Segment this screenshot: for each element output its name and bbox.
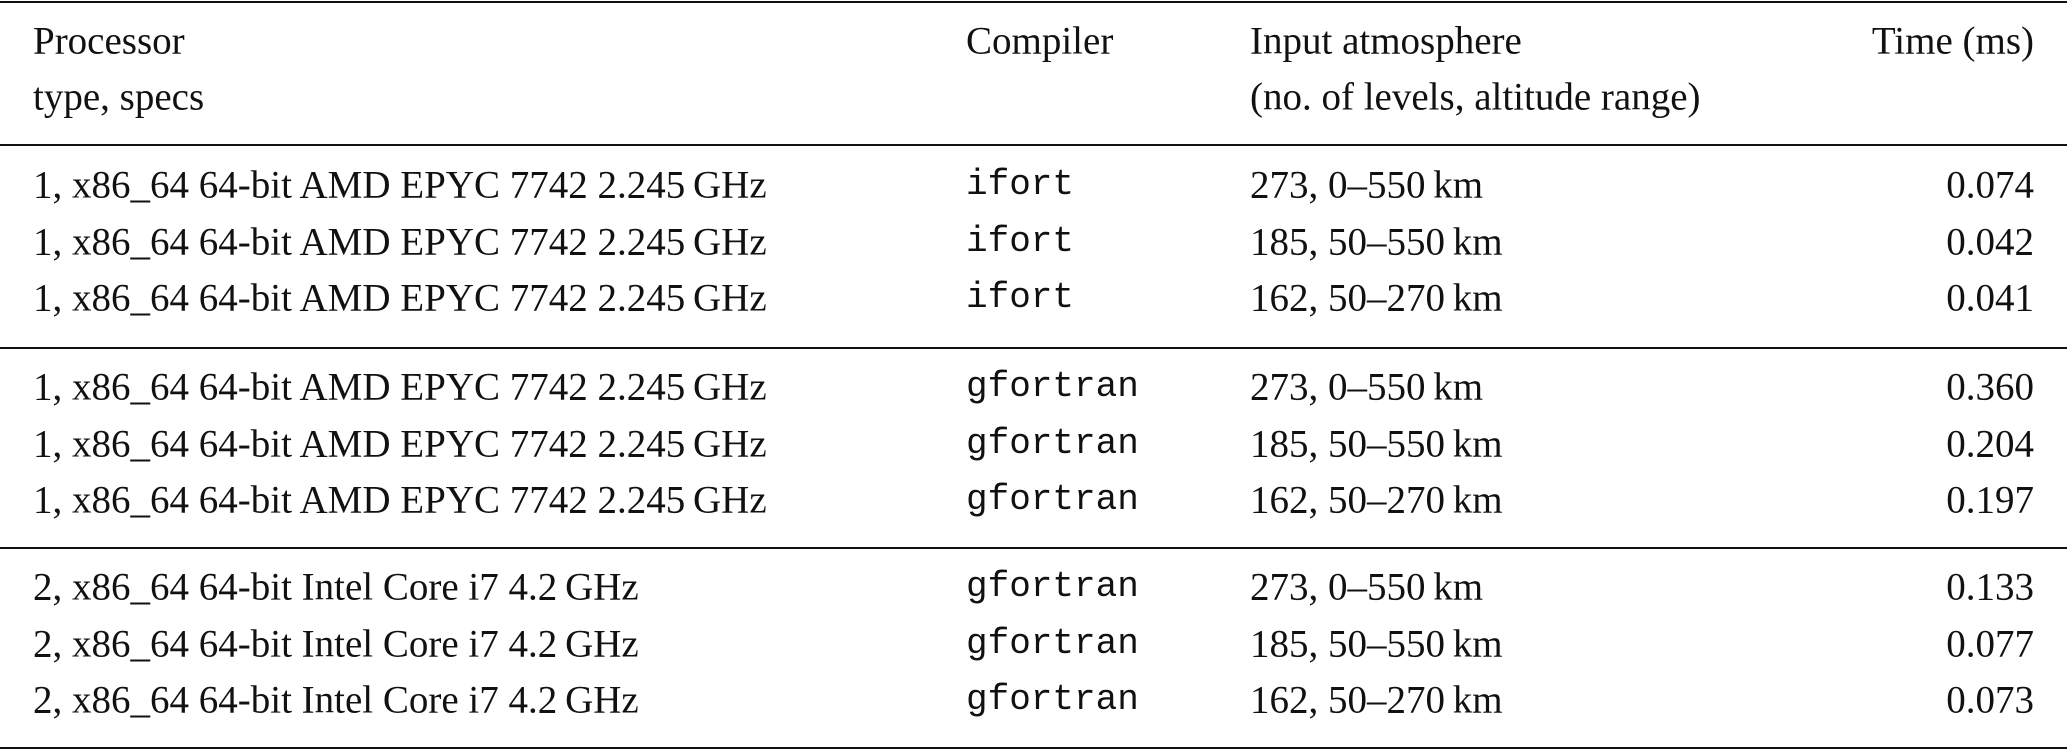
compiler-cell: ifort — [966, 220, 1075, 262]
time-cell: 0.042 — [1946, 220, 2034, 264]
time-cell: 0.074 — [1946, 163, 2034, 207]
processor-cell: 1, x86_64 64-bit AMD EPYC 7742 2.245 GHz — [33, 365, 767, 409]
atmosphere-cell: 273, 0–550 km — [1250, 163, 1484, 207]
compiler-cell: gfortran — [966, 679, 1139, 721]
compiler-cell: gfortran — [966, 366, 1139, 408]
compiler-cell: gfortran — [966, 622, 1139, 664]
table-rule — [0, 1, 2067, 3]
table-rule — [0, 347, 2067, 349]
time-cell: 0.133 — [1946, 565, 2034, 609]
processor-cell: 1, x86_64 64-bit AMD EPYC 7742 2.245 GHz — [33, 220, 767, 264]
processor-cell: 2, x86_64 64-bit Intel Core i7 4.2 GHz — [33, 678, 639, 722]
header-cell: Processor — [33, 19, 185, 63]
processor-cell: 1, x86_64 64-bit AMD EPYC 7742 2.245 GHz — [33, 276, 767, 320]
atmosphere-cell: 185, 50–550 km — [1250, 220, 1503, 264]
time-cell: 0.077 — [1946, 622, 2034, 666]
atmosphere-cell: 185, 50–550 km — [1250, 422, 1503, 466]
header-cell: Compiler — [966, 19, 1114, 63]
atmosphere-cell: 273, 0–550 km — [1250, 365, 1484, 409]
header-cell: Time (ms) — [1871, 19, 2034, 63]
time-cell: 0.204 — [1946, 422, 2034, 466]
atmosphere-cell: 162, 50–270 km — [1250, 478, 1503, 522]
processor-cell: 1, x86_64 64-bit AMD EPYC 7742 2.245 GHz — [33, 163, 767, 207]
processor-cell: 1, x86_64 64-bit AMD EPYC 7742 2.245 GHz — [33, 478, 767, 522]
time-cell: 0.041 — [1946, 276, 2034, 320]
header-cell: type, specs — [33, 75, 205, 119]
compiler-cell: ifort — [966, 164, 1075, 206]
table-rule — [0, 747, 2067, 749]
time-cell: 0.360 — [1946, 365, 2034, 409]
processor-cell: 2, x86_64 64-bit Intel Core i7 4.2 GHz — [33, 565, 639, 609]
header-cell: Input atmosphere — [1250, 19, 1522, 63]
atmosphere-cell: 162, 50–270 km — [1250, 276, 1503, 320]
time-cell: 0.197 — [1946, 478, 2034, 522]
atmosphere-cell: 162, 50–270 km — [1250, 678, 1503, 722]
time-cell: 0.073 — [1946, 678, 2034, 722]
compiler-cell: gfortran — [966, 479, 1139, 521]
atmosphere-cell: 273, 0–550 km — [1250, 565, 1484, 609]
table-rule — [0, 144, 2067, 146]
compiler-cell: gfortran — [966, 422, 1139, 464]
atmosphere-cell: 185, 50–550 km — [1250, 622, 1503, 666]
compiler-cell: ifort — [966, 277, 1075, 319]
compiler-cell: gfortran — [966, 566, 1139, 608]
processor-cell: 1, x86_64 64-bit AMD EPYC 7742 2.245 GHz — [33, 422, 767, 466]
processor-cell: 2, x86_64 64-bit Intel Core i7 4.2 GHz — [33, 622, 639, 666]
table-rule — [0, 547, 2067, 549]
header-cell: (no. of levels, altitude range) — [1250, 75, 1701, 119]
